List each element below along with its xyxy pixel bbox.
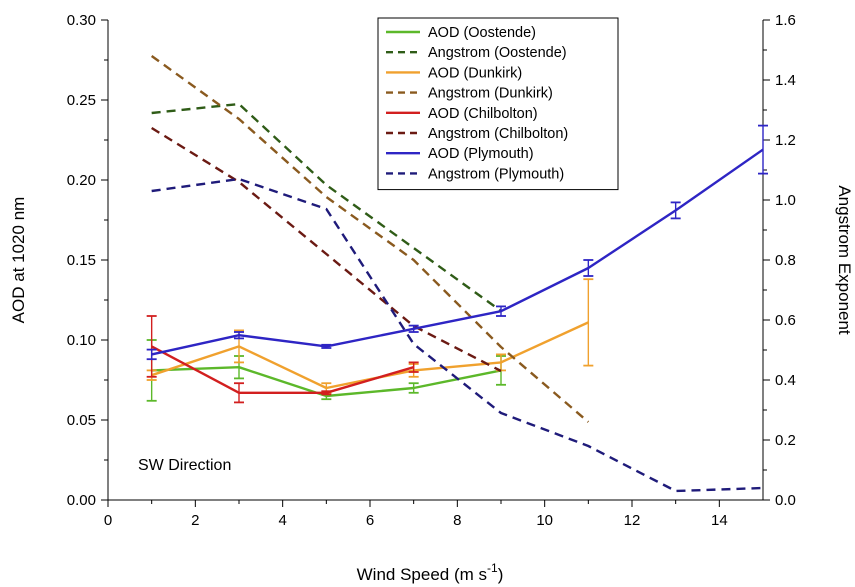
- y-right-tick-label: 0.2: [775, 432, 796, 449]
- legend-label: Angstrom (Dunkirk): [428, 86, 553, 102]
- x-tick-label: 4: [278, 512, 286, 529]
- y-left-tick-label: 0.00: [67, 492, 96, 509]
- error-bar: [496, 305, 506, 317]
- error-bar: [583, 259, 594, 277]
- x-tick-label: 6: [366, 512, 374, 529]
- y-axis-right-title: Angstrom Exponent: [835, 185, 854, 335]
- error-bar: [408, 361, 419, 373]
- series-line: [151, 102, 502, 312]
- x-tick-label: 10: [536, 512, 553, 529]
- series-line: [151, 177, 764, 493]
- legend-item: Angstrom (Dunkirk): [386, 86, 553, 102]
- x-axis-title-superscript: -1: [487, 561, 498, 575]
- y-left-tick-label: 0.15: [67, 252, 96, 269]
- y-right-tick-label: 0.4: [775, 372, 796, 389]
- y-right-tick-label: 1.2: [775, 132, 796, 149]
- legend-label: Angstrom (Plymouth): [428, 166, 564, 182]
- series-angstrom-oostende: [151, 102, 502, 312]
- error-bar: [146, 348, 157, 361]
- series-angstrom-dunkirk: [150, 55, 590, 423]
- x-tick-label: 0: [104, 512, 112, 529]
- series-line: [150, 55, 590, 423]
- series-angstrom-plymouth: [151, 177, 764, 493]
- series-aod-dunkirk: [146, 278, 594, 394]
- y-axis-left-title: AOD at 1020 nm: [9, 197, 28, 324]
- x-tick-label: 2: [191, 512, 199, 529]
- legend-item: Angstrom (Oostende): [386, 45, 567, 61]
- legend-box: [377, 17, 619, 191]
- y-left-tick-label: 0.05: [67, 412, 96, 429]
- error-bar: [758, 124, 768, 175]
- series-layer: [146, 55, 768, 493]
- error-bar: [408, 382, 419, 394]
- error-bar: [321, 390, 332, 396]
- y-right-tick-label: 1.4: [775, 72, 796, 89]
- x-axis-title-main: Wind Speed (m s: [357, 565, 487, 584]
- annotation-text: SW Direction: [138, 457, 231, 474]
- legend-item: AOD (Oostende): [386, 25, 536, 41]
- legend-item: Angstrom (Chilbolton): [386, 126, 568, 142]
- series-angstrom-chilbolton: [151, 126, 502, 373]
- y-left-tick-label: 0.25: [67, 92, 96, 109]
- legend-item: AOD (Chilbolton): [386, 106, 538, 122]
- series-aod-chilbolton: [146, 315, 419, 404]
- x-tick-label: 14: [711, 512, 728, 529]
- series-aod-plymouth: [146, 124, 768, 361]
- error-bar: [234, 331, 244, 340]
- y-left-tick-label: 0.20: [67, 172, 96, 189]
- y-right-tick-label: 0.8: [775, 252, 796, 269]
- y-right-tick-label: 1.6: [775, 12, 796, 29]
- series-line: [151, 345, 415, 394]
- legend-label: Angstrom (Oostende): [428, 45, 567, 61]
- series-line: [151, 148, 764, 356]
- error-bar: [321, 343, 332, 349]
- x-tick-label: 8: [453, 512, 461, 529]
- y-right-tick-label: 0.6: [775, 312, 796, 329]
- series-line: [151, 126, 502, 373]
- legend-item: AOD (Plymouth): [386, 146, 534, 162]
- legend-label: AOD (Dunkirk): [428, 65, 522, 81]
- axes: 0 2 4 6 8 10 12 14 0.00 0.05 0.10 0.15 0.20 0.25 0.30 0…: [67, 12, 796, 529]
- legend-label: AOD (Plymouth): [428, 146, 534, 162]
- legend-label: Angstrom (Chilbolton): [428, 126, 568, 142]
- x-axis-title-end: ): [498, 565, 504, 584]
- legend-label: AOD (Chilbolton): [428, 106, 538, 122]
- x-axis-title: Wind Speed (m s-1): [357, 561, 504, 584]
- error-bar: [583, 278, 594, 367]
- y-right-tick-label: 0.0: [775, 492, 796, 509]
- error-bar: [670, 201, 681, 220]
- series-line: [151, 321, 589, 390]
- error-bar: [146, 315, 157, 378]
- legend-label: AOD (Oostende): [428, 25, 536, 41]
- y-left-tick-label: 0.30: [67, 12, 96, 29]
- legend-item: AOD (Dunkirk): [386, 65, 522, 81]
- error-bar: [234, 382, 244, 404]
- error-bar: [408, 324, 419, 333]
- x-tick-label: 12: [624, 512, 641, 529]
- y-right-tick-label: 1.0: [775, 192, 796, 209]
- legend: AOD (Oostende) Angstrom (Oostende) AOD (Du…: [377, 17, 619, 191]
- legend-item: Angstrom (Plymouth): [386, 166, 564, 182]
- y-left-tick-label: 0.10: [67, 332, 96, 349]
